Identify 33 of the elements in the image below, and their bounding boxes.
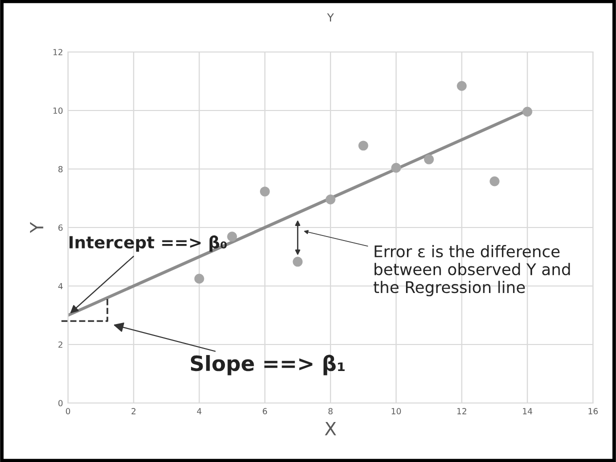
point (424, 154, 434, 164)
x-tick-label: 2 (132, 408, 136, 414)
x-tick-label: 4 (197, 408, 202, 414)
x-axis-title: X (324, 422, 336, 436)
x-tick-label: 10 (392, 408, 401, 414)
chart-title: Y (327, 13, 334, 22)
y-tick-label: 8 (58, 166, 63, 172)
point (292, 256, 303, 267)
x-tick-label: 8 (328, 408, 333, 414)
y-tick-label: 0 (58, 400, 63, 406)
x-tick-label: 0 (66, 408, 70, 414)
point (391, 162, 402, 173)
point (358, 140, 368, 151)
y-tick-label: 4 (58, 283, 63, 290)
point (227, 232, 237, 242)
x-tick-label: 14 (522, 408, 532, 414)
point (456, 81, 467, 91)
annotation: Intercept ==> β₀ (70, 235, 227, 252)
x-tick-label: 12 (457, 408, 466, 414)
y-tick-label: 10 (53, 107, 63, 114)
annotation: Error ε is the difference between observed Y and the Regression line (374, 245, 570, 296)
annotation: Slope ==> β₁ (190, 354, 345, 376)
y-tick-label: 12 (53, 48, 62, 56)
y-tick-label: 2 (58, 341, 62, 348)
x-tick-label: 16 (588, 408, 598, 414)
point (490, 176, 500, 186)
point (194, 274, 204, 284)
point (326, 194, 336, 204)
point (260, 186, 270, 196)
y-tick-label: 6 (58, 224, 63, 231)
point (522, 106, 532, 117)
x-tick-label: 6 (262, 408, 267, 414)
y-axis-title: Y (30, 222, 44, 234)
